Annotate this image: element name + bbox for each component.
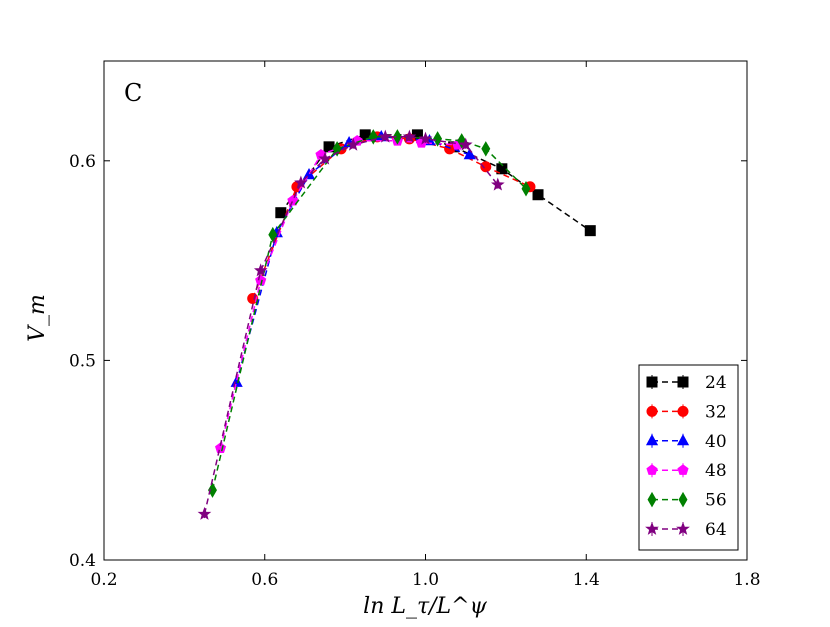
legend-marker xyxy=(645,521,659,535)
data-point xyxy=(418,131,433,145)
data-point xyxy=(318,151,332,165)
data-point xyxy=(197,506,212,520)
legend-item-32: 32 xyxy=(646,402,727,422)
panel-label: C xyxy=(124,79,142,107)
legend-marker xyxy=(678,491,688,508)
x-tick-label: 1.8 xyxy=(733,570,760,590)
x-tick-label: 1.4 xyxy=(573,570,600,590)
data-point xyxy=(208,482,217,498)
legend-marker xyxy=(646,405,658,417)
legend-item-64: 64 xyxy=(645,520,727,540)
legend-label: 56 xyxy=(705,491,727,511)
data-point xyxy=(332,141,342,157)
legend-label: 64 xyxy=(705,520,727,540)
data-point xyxy=(481,141,491,157)
data-point xyxy=(584,225,596,237)
legend-label: 40 xyxy=(705,432,727,452)
legend-label: 32 xyxy=(705,402,727,422)
x-tick-label: 0.6 xyxy=(251,570,278,590)
legend-label: 24 xyxy=(705,373,727,393)
legend-marker xyxy=(676,521,690,535)
y-tick-label: 0.6 xyxy=(69,152,96,172)
legend-marker xyxy=(677,405,689,417)
data-point xyxy=(457,133,467,149)
series-line-32 xyxy=(252,136,531,299)
data-point xyxy=(463,148,476,160)
legend-item-24: 24 xyxy=(646,373,727,393)
legend-marker xyxy=(647,491,657,508)
data-point xyxy=(392,129,402,145)
series-line-64 xyxy=(203,136,499,515)
y-tick-label: 0.5 xyxy=(69,351,96,371)
x-tick-label: 0.2 xyxy=(90,570,117,590)
data-point xyxy=(268,226,278,243)
legend-marker xyxy=(646,464,658,475)
data-layer xyxy=(197,129,596,520)
legend-marker xyxy=(646,376,658,388)
legend-box xyxy=(638,364,739,551)
x-axis-label: ln L_τ/L^ψ xyxy=(363,594,487,619)
series-64 xyxy=(197,129,505,520)
legend-marker xyxy=(645,434,659,446)
data-point xyxy=(521,181,531,197)
tick-layer: 0.2 0.6 1.0 1.4 1.8 0.4 0.5 0.6 xyxy=(69,61,761,590)
legend-item-56: 56 xyxy=(647,491,727,511)
data-point xyxy=(532,189,544,201)
legend-item-40: 40 xyxy=(645,432,727,452)
data-point xyxy=(368,129,378,145)
y-axis-label: V_m xyxy=(25,294,50,342)
legend: 24 32 40 48 56 64 xyxy=(638,364,739,551)
data-point xyxy=(480,161,492,173)
data-point xyxy=(402,129,417,143)
data-point xyxy=(491,177,505,191)
x-tick-label: 1.0 xyxy=(412,570,439,590)
data-point xyxy=(253,263,268,277)
legend-marker xyxy=(676,434,690,446)
data-point xyxy=(378,129,393,143)
data-point xyxy=(275,207,287,219)
legend-marker xyxy=(677,376,689,388)
data-point xyxy=(287,194,299,206)
series-56 xyxy=(208,129,531,498)
legend-marker xyxy=(677,464,689,475)
data-point xyxy=(433,131,443,147)
data-point xyxy=(346,137,360,151)
y-tick-label: 0.4 xyxy=(69,551,96,571)
data-point xyxy=(458,137,473,151)
legend-label: 48 xyxy=(705,461,727,481)
data-point xyxy=(294,175,308,189)
legend-item-48: 48 xyxy=(646,461,727,481)
